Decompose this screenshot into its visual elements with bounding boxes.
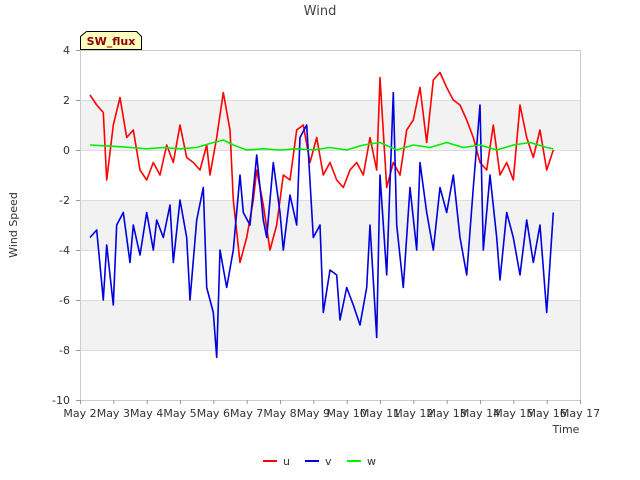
band (80, 100, 580, 150)
series-line-u (89, 71, 555, 264)
y-tick-label: 0 (63, 144, 70, 157)
x-tick-label: May 7 (230, 407, 263, 420)
legend: u v w (263, 455, 376, 468)
x-tick-label: May 4 (130, 407, 163, 420)
badge-label: SW_flux (87, 35, 136, 48)
x-tick-label: May 6 (197, 407, 230, 420)
x-tick-label: May 3 (97, 407, 130, 420)
background-bands (80, 100, 580, 350)
legend-label-v: v (325, 455, 332, 468)
band (80, 300, 580, 350)
x-axis-label: Time (552, 423, 580, 436)
x-tick-label: May 12 (393, 407, 433, 420)
legend-label-w: w (367, 455, 376, 468)
x-tick-label: May 9 (297, 407, 330, 420)
x-tick-label: May 5 (163, 407, 196, 420)
series-line-v (89, 91, 555, 359)
series-lines (89, 71, 555, 359)
y-tick-label: -10 (52, 394, 70, 407)
x-tick-label: May 14 (460, 407, 500, 420)
sw-flux-badge: SW_flux (80, 31, 142, 50)
chart-title: Wind (304, 4, 337, 19)
series-line-w (89, 139, 554, 151)
x-tick-label: May 11 (360, 407, 400, 420)
x-tick-label: May 17 (560, 407, 600, 420)
y-tick-label: 2 (63, 94, 70, 107)
plot-area (80, 50, 581, 401)
x-tick-label: May 16 (527, 407, 567, 420)
x-tick-label: May 2 (63, 407, 96, 420)
x-tick-label: May 15 (493, 407, 533, 420)
x-tick-label: May 10 (327, 407, 367, 420)
x-tick-label: May 13 (427, 407, 467, 420)
y-axis-label: Wind Speed (7, 192, 20, 258)
y-tick-label: -2 (59, 194, 70, 207)
y-axis-ticks: 4 2 0 -2 -4 -6 -8 -10 (52, 44, 80, 407)
y-tick-label: -6 (59, 294, 70, 307)
x-axis-ticks: May 2 May 3 May 4 May 5 May 6 May 7 May 8 May 9… (63, 400, 600, 420)
y-tick-label: -8 (59, 344, 70, 357)
y-tick-label: -4 (59, 244, 70, 257)
legend-label-u: u (283, 455, 290, 468)
x-tick-label: May 8 (263, 407, 296, 420)
y-tick-label: 4 (63, 44, 70, 57)
